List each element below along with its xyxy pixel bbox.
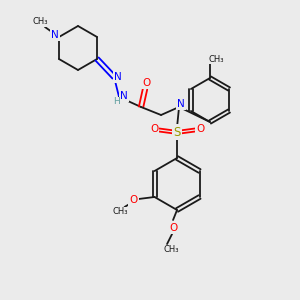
Text: CH₃: CH₃ (113, 208, 128, 217)
Text: CH₃: CH₃ (208, 55, 224, 64)
Text: O: O (196, 124, 204, 134)
Text: O: O (150, 124, 158, 134)
Text: CH₃: CH₃ (163, 245, 179, 254)
Text: S: S (173, 125, 181, 139)
Text: N: N (51, 30, 59, 40)
Text: O: O (142, 78, 150, 88)
Text: N: N (120, 91, 128, 101)
Text: N: N (114, 72, 122, 82)
Text: O: O (169, 223, 177, 233)
Text: N: N (177, 99, 185, 109)
Text: O: O (129, 195, 138, 205)
Text: H: H (113, 98, 119, 106)
Text: CH₃: CH₃ (32, 17, 48, 26)
